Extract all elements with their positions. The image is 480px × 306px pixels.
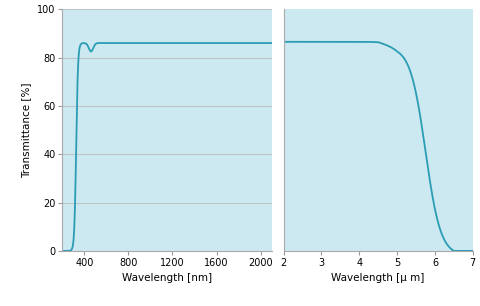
X-axis label: Wavelength [μ m]: Wavelength [μ m] — [332, 274, 425, 283]
X-axis label: Wavelength [nm]: Wavelength [nm] — [122, 274, 212, 283]
Y-axis label: Transmittance [%]: Transmittance [%] — [22, 82, 32, 178]
